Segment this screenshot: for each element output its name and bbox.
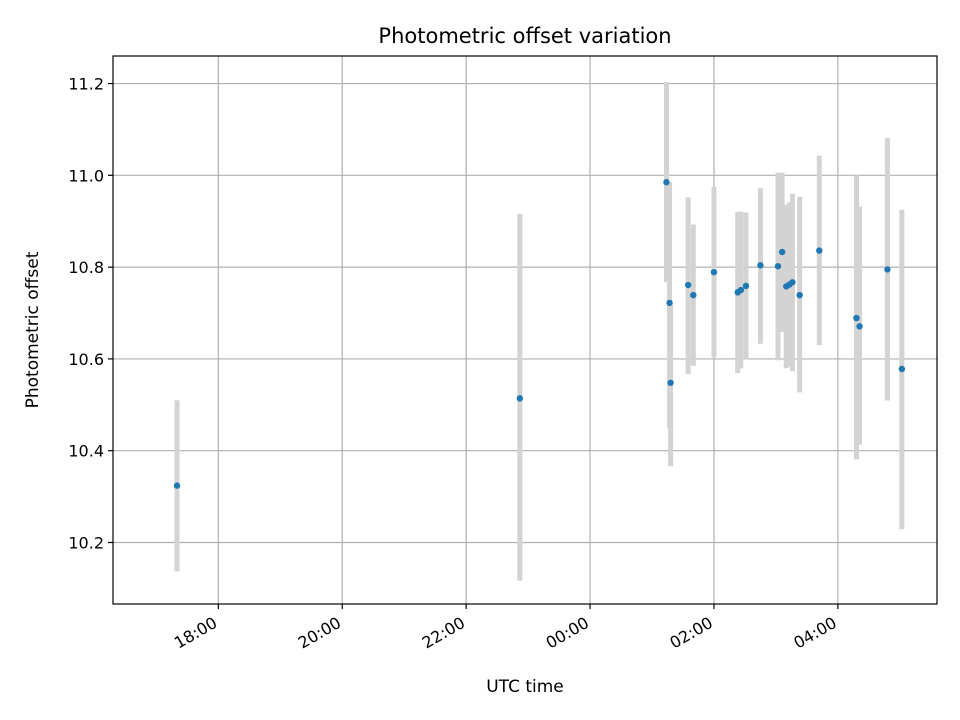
data-point: [757, 262, 764, 269]
data-point: [898, 365, 906, 373]
data-point: [684, 281, 692, 289]
y-tick-label: 10.4: [68, 442, 104, 461]
chart-title: Photometric offset variation: [378, 24, 671, 48]
data-point: [856, 323, 863, 330]
data-point: [663, 179, 670, 186]
y-axis-ticks: 10.2 10.4 10.6 10.8 11.0 11.2: [68, 75, 113, 552]
y-tick-label: 11.0: [68, 166, 104, 185]
y-axis-label: Photometric offset: [23, 251, 43, 408]
data-point: [173, 482, 181, 489]
data-point: [666, 299, 673, 307]
plot-frame: [112, 55, 938, 605]
y-tick-label: 10.6: [68, 350, 104, 369]
data-point: [796, 291, 803, 299]
data-point: [816, 247, 823, 254]
y-tick-label: 10.2: [68, 533, 104, 552]
data-point: [516, 395, 524, 402]
data-point: [690, 291, 697, 299]
data-point: [742, 282, 750, 290]
data-point: [853, 314, 860, 322]
data-point: [774, 263, 782, 270]
y-tick-label: 10.8: [68, 258, 104, 277]
data-point: [667, 379, 674, 386]
data-point: [737, 286, 745, 294]
y-tick-label: 11.2: [68, 75, 104, 94]
data-points: [173, 179, 906, 489]
data-point: [778, 248, 786, 256]
data-point: [884, 266, 891, 273]
x-axis-label: UTC time: [486, 677, 564, 697]
data-point: [710, 268, 718, 276]
data-point: [789, 279, 796, 286]
